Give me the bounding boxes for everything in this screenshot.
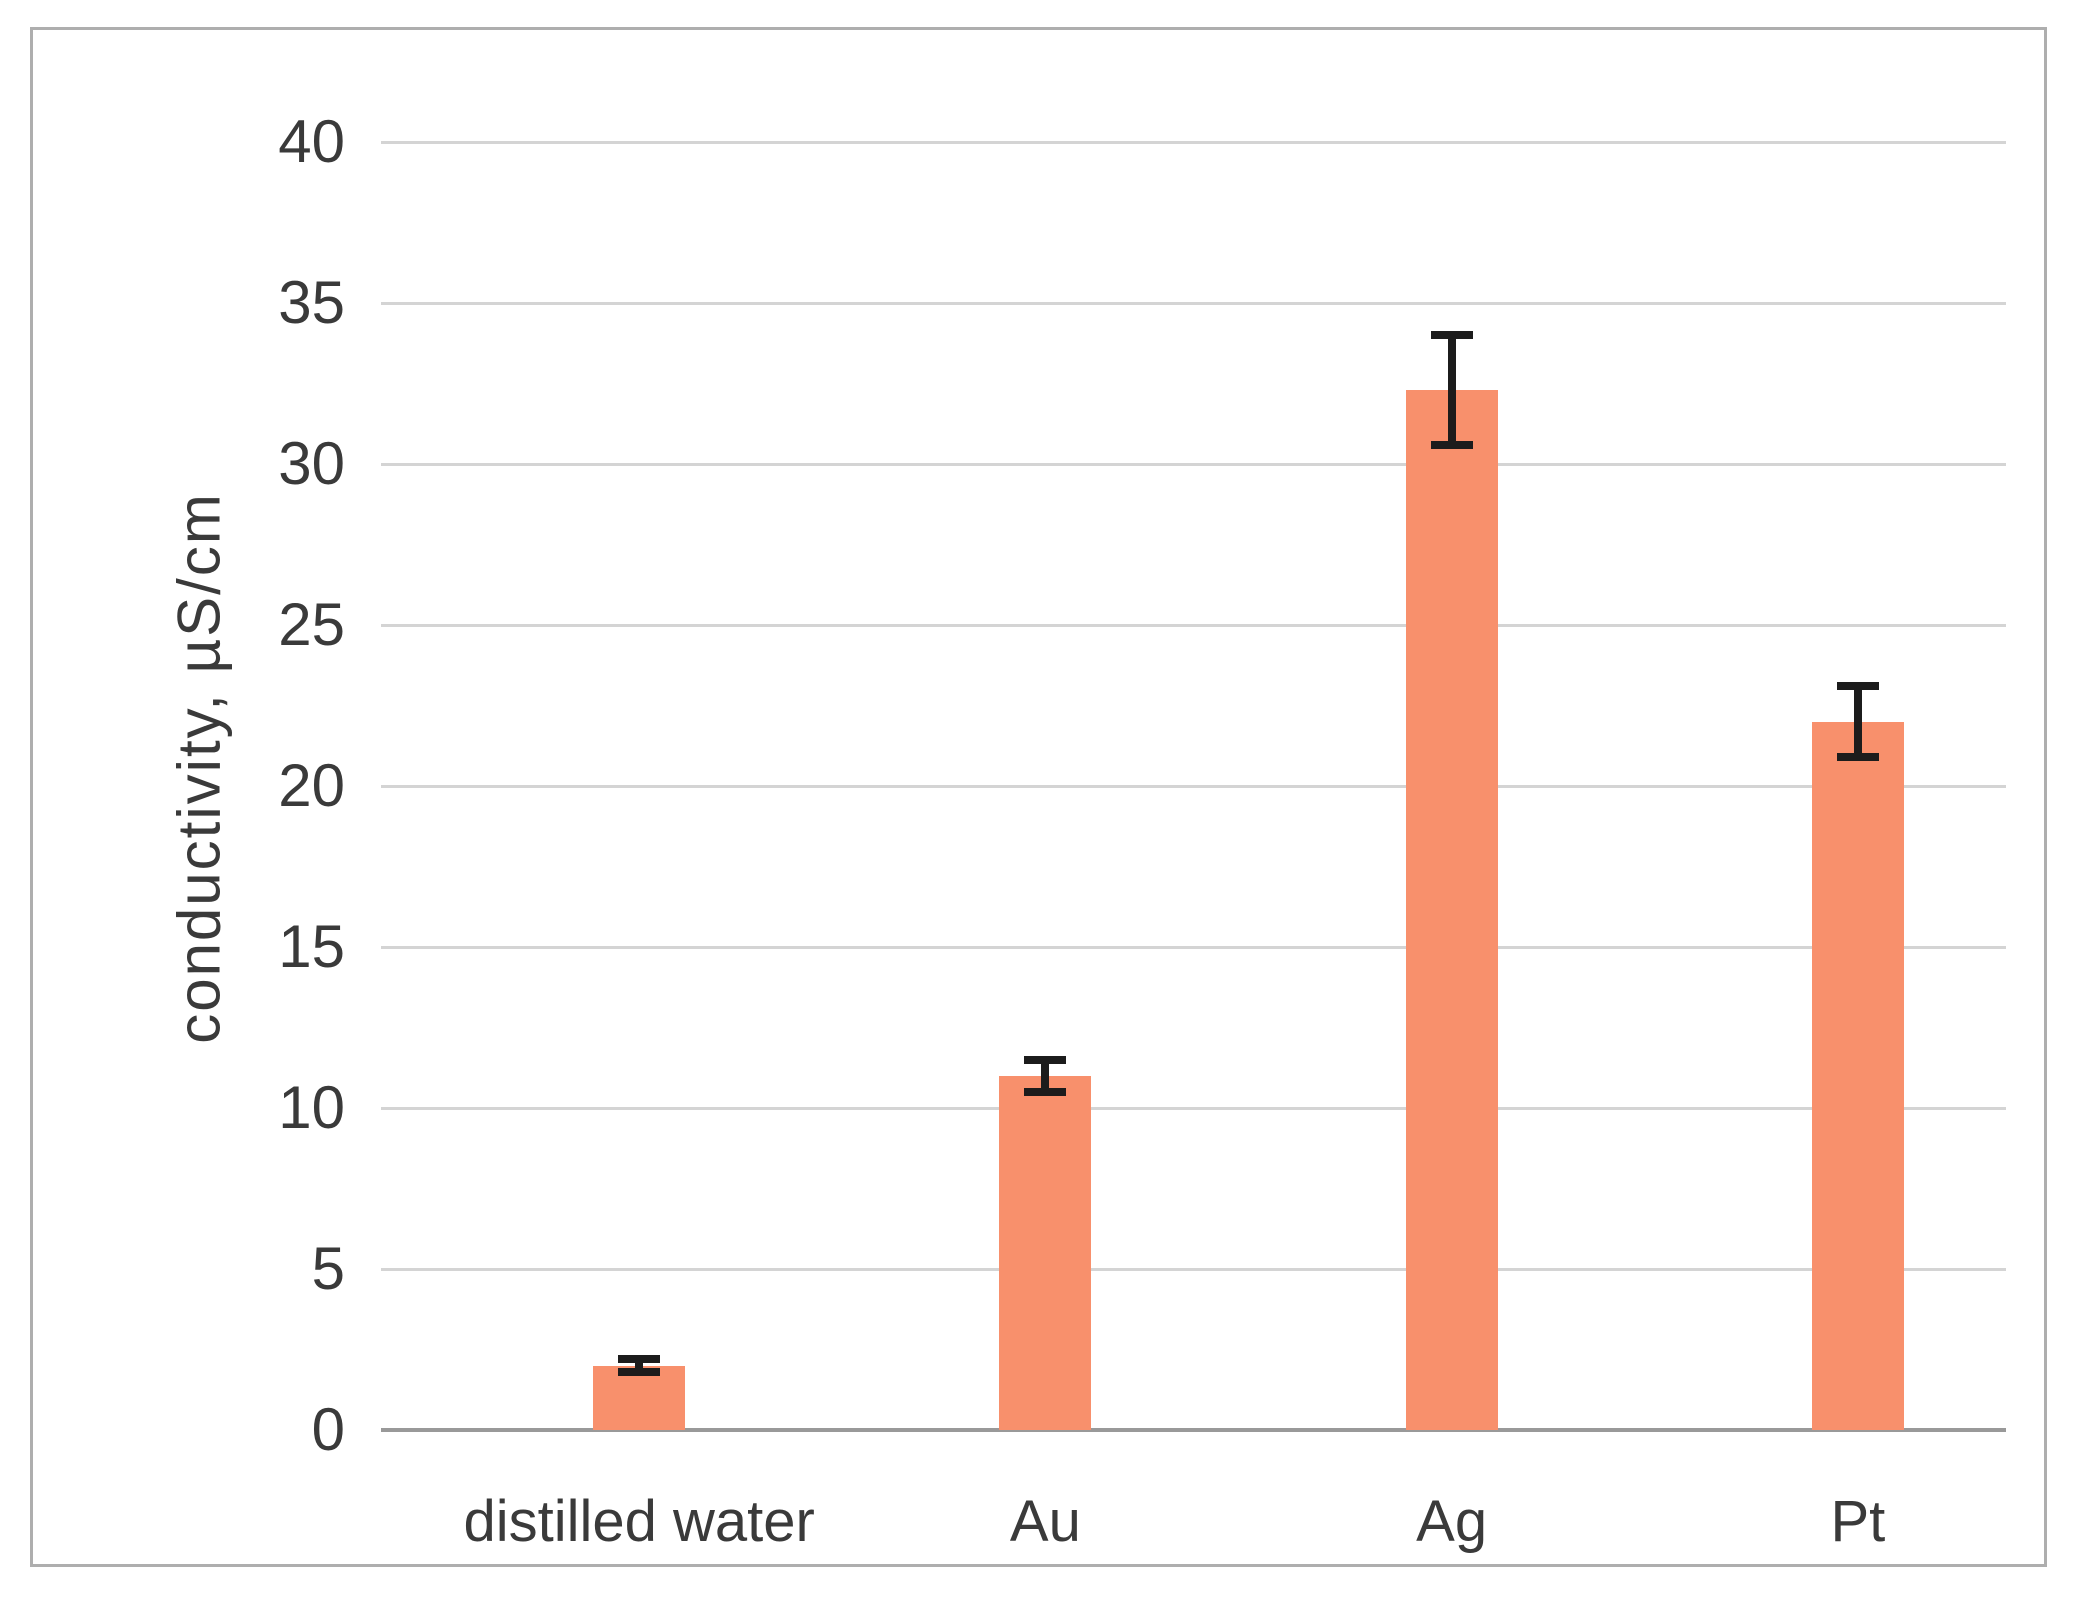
error-bar-cap-bottom-pt bbox=[1836, 753, 1879, 762]
error-bar-cap-bottom-ag bbox=[1430, 440, 1473, 449]
plot-area: 0 5 10 15 20 25 30 35 40 distilled water Au Ag Pt bbox=[33, 30, 2076, 1599]
figure-frame: 0 5 10 15 20 25 30 35 40 distilled water Au Ag Pt co… bbox=[30, 27, 2047, 1567]
x-category-label-au: Au bbox=[1009, 1489, 1081, 1554]
error-bar-cap-bottom-au bbox=[1024, 1087, 1067, 1096]
x-category-label-distilled-water: distilled water bbox=[463, 1489, 815, 1554]
y-tick-label-40: 40 bbox=[278, 108, 345, 175]
y-tick-label-25: 25 bbox=[278, 591, 345, 658]
error-bar-line-pt bbox=[1853, 686, 1862, 757]
bar-ag bbox=[1405, 389, 1498, 1430]
error-bar-cap-top-ag bbox=[1430, 331, 1473, 340]
y-axis-title: conductivity, µS/cm bbox=[165, 492, 233, 1044]
error-bar-cap-top-pt bbox=[1836, 682, 1879, 691]
error-bar-cap-top-au bbox=[1024, 1055, 1067, 1064]
x-category-label-pt: Pt bbox=[1830, 1489, 1886, 1554]
y-tick-label-20: 20 bbox=[278, 752, 345, 819]
error-bar-line-distilled-water bbox=[635, 1359, 644, 1373]
gridline-y-5 bbox=[381, 1268, 2006, 1271]
gridline-y-10 bbox=[381, 1107, 2006, 1110]
gridline-y-35 bbox=[381, 302, 2006, 305]
gridline-y-15 bbox=[381, 946, 2006, 949]
error-bar-cap-bottom-distilled-water bbox=[618, 1368, 661, 1377]
gridline-y-25 bbox=[381, 624, 2006, 627]
x-category-label-ag: Ag bbox=[1416, 1489, 1488, 1554]
bar-pt bbox=[1811, 721, 1904, 1430]
x-axis-line bbox=[381, 1428, 2006, 1432]
bar-au bbox=[999, 1075, 1092, 1430]
error-bar-line-au bbox=[1041, 1059, 1050, 1092]
gridline-y-40 bbox=[381, 141, 2006, 144]
error-bar-line-ag bbox=[1447, 335, 1456, 445]
y-tick-label-30: 30 bbox=[278, 430, 345, 497]
y-tick-label-10: 10 bbox=[278, 1074, 345, 1141]
error-bar-cap-top-distilled-water bbox=[618, 1355, 661, 1364]
y-tick-label-15: 15 bbox=[278, 913, 345, 980]
y-tick-label-5: 5 bbox=[311, 1235, 345, 1302]
y-tick-label-0: 0 bbox=[311, 1396, 345, 1463]
bar-distilled-water bbox=[593, 1365, 686, 1430]
y-tick-label-35: 35 bbox=[278, 269, 345, 336]
gridline-y-20 bbox=[381, 785, 2006, 788]
gridline-y-30 bbox=[381, 463, 2006, 466]
